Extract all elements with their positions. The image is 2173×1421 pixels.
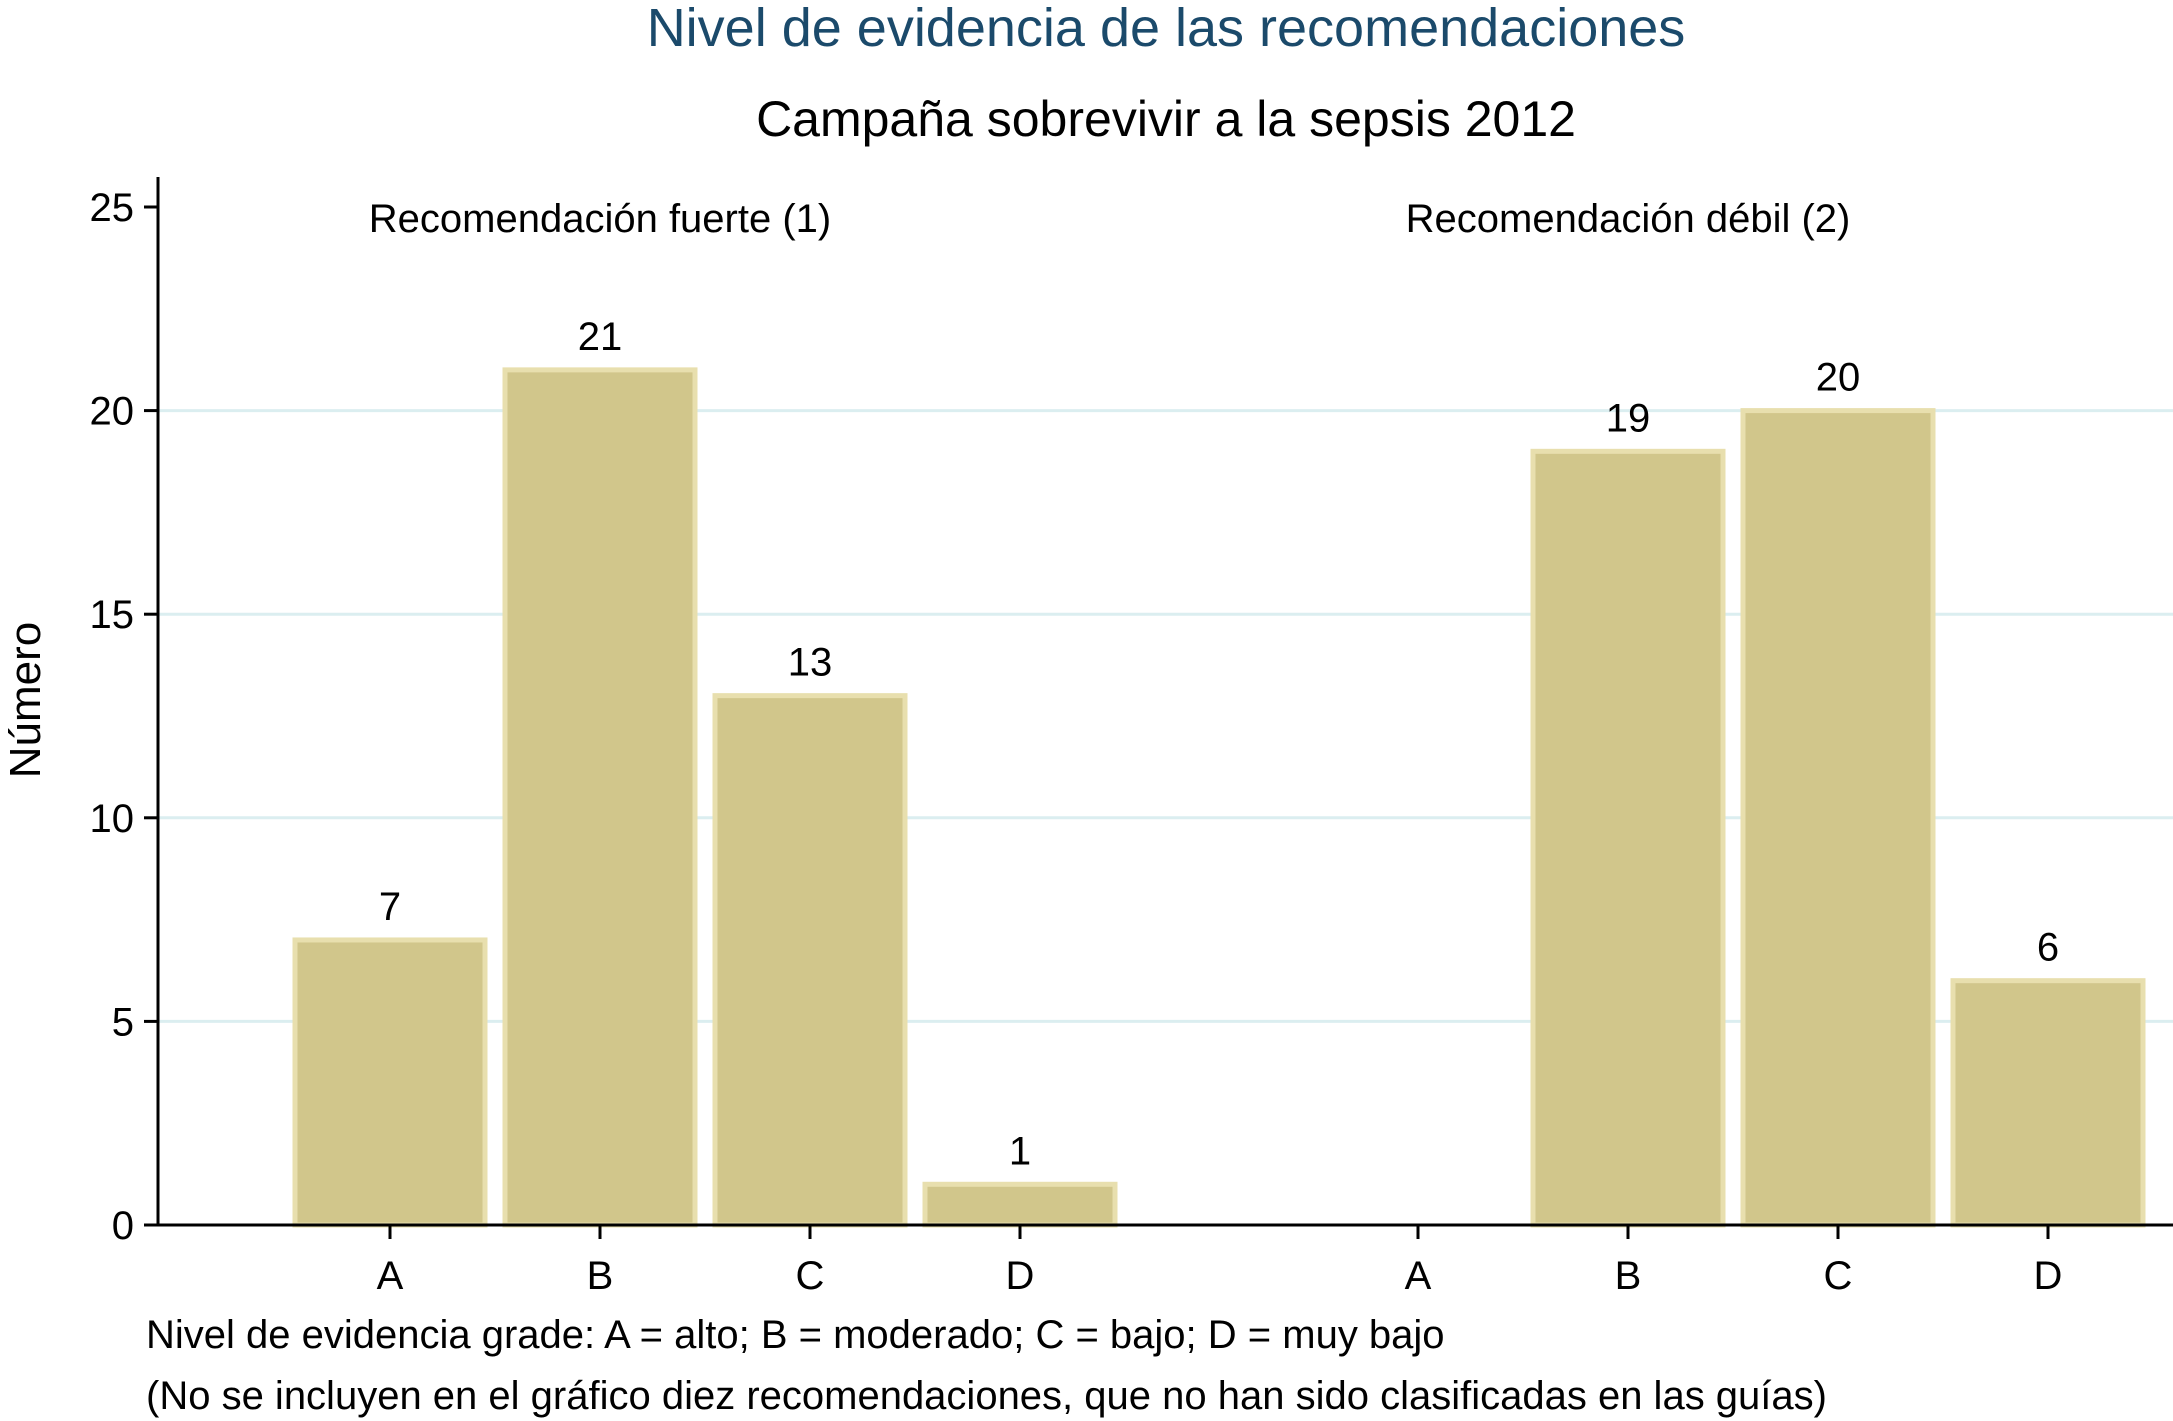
x-tick-label: A [1405,1254,1432,1298]
panel-label-strong: Recomendación fuerte (1) [369,197,831,241]
x-tick-label: C [1824,1254,1853,1298]
y-tick-label: 20 [90,390,135,434]
y-tick-label: 0 [112,1204,134,1248]
y-tick-label: 10 [90,797,135,841]
x-tick-label: C [796,1254,825,1298]
x-tick-label: D [2034,1254,2063,1298]
footnote: (No se incluyen en el gráfico diez recom… [146,1374,1827,1418]
value-label: 6 [2037,926,2059,970]
value-label: 19 [1606,396,1651,440]
bar-1-C [1740,408,1936,1228]
axes: A B C D A B C D 0 5 10 15 20 25 [90,177,2173,1298]
value-label: 20 [1816,356,1861,400]
x-tick-label: B [1615,1254,1642,1298]
x-tick-label: D [1006,1254,1035,1298]
chart-subtitle: Campaña sobrevivir a la sepsis 2012 [756,91,1576,147]
y-tick-label: 25 [90,186,135,230]
value-label: 7 [379,885,401,929]
bar-0-C [712,693,908,1228]
value-label: 1 [1009,1129,1031,1173]
y-axis-label: Número [1,622,50,779]
x-tick-label: B [587,1254,614,1298]
y-tick-label: 15 [90,593,135,637]
value-label: 21 [578,315,623,359]
bar-0-D [922,1181,1118,1228]
panel-label-weak: Recomendación débil (2) [1406,197,1851,241]
chart-title: Nivel de evidencia de las recomendacione… [647,0,1686,58]
legend-note: Nivel de evidencia grade: A = alto; B = … [146,1313,1445,1357]
bar-1-B [1530,448,1726,1228]
value-labels: 7 21 13 1 19 20 6 [379,315,2059,1173]
x-tick-label: A [377,1254,404,1298]
bar-0-B [502,367,698,1228]
bars [292,367,2146,1228]
value-label: 13 [788,641,833,685]
bar-1-D [1950,978,2146,1228]
bar-0-A [292,937,488,1228]
y-tick-label: 5 [112,1000,134,1044]
